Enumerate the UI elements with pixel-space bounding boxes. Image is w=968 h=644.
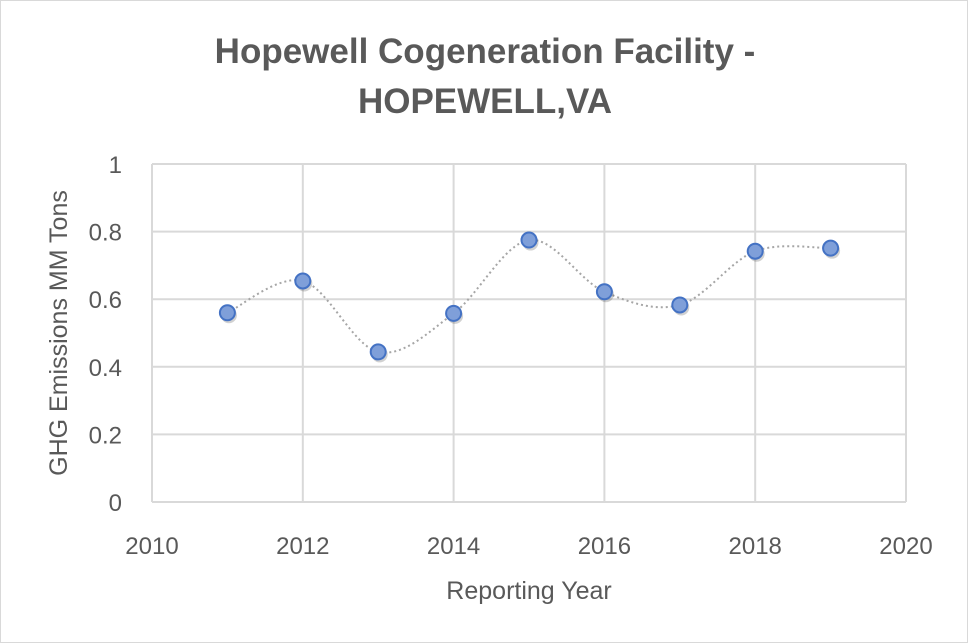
data-point-2016: [595, 283, 613, 301]
data-point-2017: [671, 296, 689, 314]
chart-title-line-1: Hopewell Cogeneration Facility -: [215, 32, 756, 71]
chart-title-line-2: HOPEWELL,VA: [358, 82, 612, 121]
x-tick-label: 2014: [427, 533, 480, 560]
y-axis-label: GHG Emissions MM Tons: [45, 190, 73, 476]
x-tick-label: 2010: [125, 533, 178, 560]
y-tick-label: 0.8: [89, 220, 122, 247]
y-tick-label: 0.2: [89, 422, 122, 449]
y-tick-label: 1: [109, 152, 122, 179]
x-tick-label: 2012: [276, 533, 329, 560]
data-point-2015: [520, 231, 538, 249]
data-point-2012: [294, 272, 312, 290]
data-point-2013: [369, 343, 387, 361]
y-tick-label: 0.4: [89, 355, 122, 382]
y-tick-label: 0: [109, 490, 122, 517]
data-point-2018: [746, 242, 764, 260]
x-tick-label: 2018: [729, 533, 782, 560]
data-point-2019: [822, 239, 840, 257]
x-tick-label: 2016: [578, 533, 631, 560]
data-point-2014: [445, 304, 463, 322]
y-tick-label: 0.6: [89, 287, 122, 314]
data-point-2011: [218, 304, 236, 322]
x-tick-label: 2020: [879, 533, 932, 560]
x-axis-label: Reporting Year: [446, 577, 611, 605]
series-line: [226, 239, 831, 354]
